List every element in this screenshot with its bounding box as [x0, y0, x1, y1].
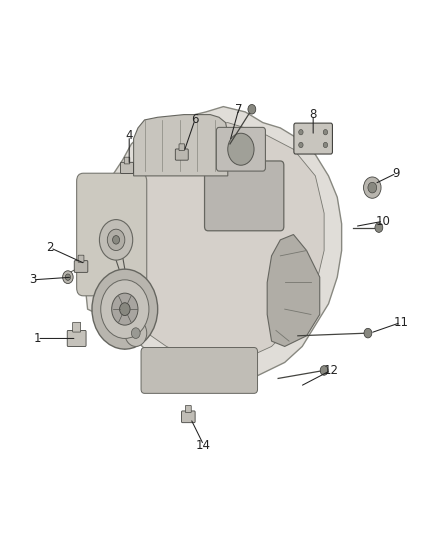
- Circle shape: [375, 223, 383, 232]
- Text: 14: 14: [196, 439, 211, 451]
- Circle shape: [364, 328, 372, 338]
- FancyBboxPatch shape: [77, 173, 147, 296]
- Circle shape: [99, 220, 133, 260]
- Circle shape: [65, 274, 71, 280]
- Text: 10: 10: [376, 215, 391, 228]
- Polygon shape: [267, 235, 320, 346]
- Circle shape: [323, 142, 328, 148]
- Circle shape: [368, 182, 377, 193]
- FancyBboxPatch shape: [120, 162, 134, 173]
- Circle shape: [120, 303, 130, 316]
- Text: 7: 7: [235, 103, 243, 116]
- Circle shape: [107, 229, 125, 251]
- Circle shape: [112, 293, 138, 325]
- Circle shape: [248, 104, 256, 114]
- Text: 12: 12: [323, 364, 338, 377]
- FancyBboxPatch shape: [78, 255, 84, 262]
- FancyBboxPatch shape: [216, 127, 265, 171]
- Text: 2: 2: [46, 241, 54, 254]
- Circle shape: [92, 269, 158, 349]
- Circle shape: [299, 130, 303, 135]
- FancyBboxPatch shape: [205, 161, 284, 231]
- Text: 4: 4: [125, 130, 133, 142]
- Polygon shape: [134, 115, 228, 176]
- Circle shape: [299, 142, 303, 148]
- Text: 3: 3: [29, 273, 36, 286]
- FancyBboxPatch shape: [181, 411, 195, 423]
- FancyBboxPatch shape: [141, 348, 258, 393]
- Text: 1: 1: [33, 332, 41, 345]
- FancyBboxPatch shape: [175, 149, 188, 160]
- FancyBboxPatch shape: [74, 261, 88, 272]
- Polygon shape: [105, 123, 324, 362]
- Text: 9: 9: [392, 167, 400, 180]
- Circle shape: [320, 366, 328, 375]
- FancyBboxPatch shape: [124, 157, 130, 164]
- FancyBboxPatch shape: [179, 144, 184, 151]
- Text: 11: 11: [393, 316, 408, 329]
- Text: 8: 8: [310, 108, 317, 121]
- Circle shape: [323, 130, 328, 135]
- Circle shape: [113, 236, 120, 244]
- Circle shape: [131, 328, 140, 338]
- FancyBboxPatch shape: [294, 123, 332, 154]
- FancyBboxPatch shape: [185, 406, 191, 413]
- Circle shape: [364, 177, 381, 198]
- Polygon shape: [83, 107, 342, 389]
- Text: 6: 6: [191, 114, 199, 126]
- FancyBboxPatch shape: [73, 322, 81, 332]
- Circle shape: [228, 133, 254, 165]
- FancyBboxPatch shape: [67, 330, 86, 346]
- Circle shape: [125, 320, 147, 346]
- Circle shape: [63, 271, 73, 284]
- Circle shape: [101, 280, 149, 338]
